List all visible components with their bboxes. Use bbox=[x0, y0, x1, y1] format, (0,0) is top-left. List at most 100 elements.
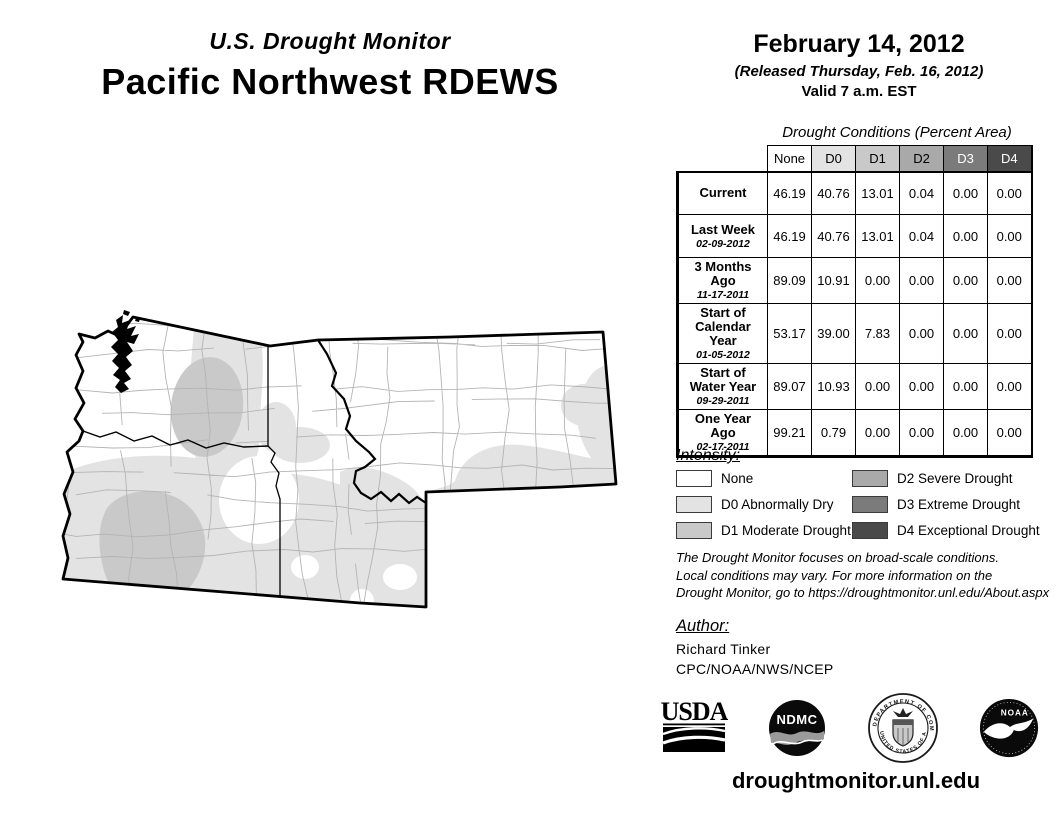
col-header-none: None bbox=[767, 145, 812, 172]
cell: 0.00 bbox=[855, 363, 900, 410]
row-header-current: Current bbox=[676, 170, 768, 215]
cell: 39.00 bbox=[811, 303, 856, 364]
usda-logo: USDA bbox=[661, 699, 728, 752]
cell: 0.00 bbox=[987, 303, 1033, 364]
cell: 99.21 bbox=[767, 409, 812, 458]
cell: 0.00 bbox=[855, 257, 900, 304]
cell: 0.00 bbox=[943, 170, 988, 215]
cell: 0.04 bbox=[899, 170, 944, 215]
cell: 0.00 bbox=[943, 363, 988, 410]
col-header-d3: D3 bbox=[943, 145, 988, 172]
row-header-last-week: Last Week 02-09-2012 bbox=[676, 214, 768, 258]
d2-swatch bbox=[852, 469, 888, 487]
cell: 40.76 bbox=[811, 214, 856, 258]
legend-item-none: None bbox=[676, 469, 753, 487]
region-outline bbox=[61, 315, 618, 609]
cell: 13.01 bbox=[855, 170, 900, 215]
cell: 10.91 bbox=[811, 257, 856, 304]
author-name: Richard Tinker bbox=[676, 641, 771, 657]
cell: 0.79 bbox=[811, 409, 856, 458]
col-header-d1: D1 bbox=[855, 145, 900, 172]
legend-title: Intensity: bbox=[676, 447, 741, 464]
cell: 0.00 bbox=[987, 409, 1033, 458]
pacific-northwest-map bbox=[61, 310, 618, 609]
cell: 89.07 bbox=[767, 363, 812, 410]
cell: 7.83 bbox=[855, 303, 900, 364]
doc-seal: DEPARTMENT OF COMMERCE UNITED STATES OF … bbox=[867, 692, 938, 763]
valid-time: Valid 7 a.m. EST bbox=[801, 83, 917, 100]
none-swatch bbox=[676, 469, 712, 487]
cell: 40.76 bbox=[811, 170, 856, 215]
legend-item-d3: D3 Extreme Drought bbox=[852, 495, 1020, 513]
col-header-d0: D0 bbox=[811, 145, 856, 172]
no-drought-pockets bbox=[219, 456, 417, 607]
legend-item-d1: D1 Moderate Drought bbox=[676, 521, 851, 539]
title-block: U.S. Drought Monitor Pacific Northwest R… bbox=[40, 28, 620, 103]
legend-item-d4: D4 Exceptional Drought bbox=[852, 521, 1040, 539]
cell: 0.04 bbox=[899, 214, 944, 258]
drought-conditions-table: None D0 D1 D2 D3 D4 Current 46.19 40.76 … bbox=[676, 145, 1033, 458]
cell: 0.00 bbox=[855, 409, 900, 458]
cell: 46.19 bbox=[767, 214, 812, 258]
cell: 13.01 bbox=[855, 214, 900, 258]
table-row: Start of Water Year 09-29-2011 89.07 10.… bbox=[676, 363, 1033, 410]
state-boundaries bbox=[82, 339, 427, 606]
cell: 89.09 bbox=[767, 257, 812, 304]
doc-eagle bbox=[892, 708, 913, 717]
cell: 0.00 bbox=[943, 303, 988, 364]
author-heading: Author: bbox=[676, 617, 730, 635]
col-header-d4: D4 bbox=[987, 145, 1033, 172]
agency-logos: USDA NDMC DEPARTMENT OF COMMERCE UNITED … bbox=[660, 692, 1040, 764]
cell: 0.00 bbox=[899, 257, 944, 304]
disclaimer-text: The Drought Monitor focuses on broad-sca… bbox=[676, 550, 1050, 600]
row-header-start-water-year: Start of Water Year 09-29-2011 bbox=[676, 363, 768, 410]
row-header-start-calendar-year: Start of Calendar Year 01-05-2012 bbox=[676, 303, 768, 364]
table-row: Start of Calendar Year 01-05-2012 53.17 … bbox=[676, 303, 1033, 364]
released-date: (Released Thursday, Feb. 16, 2012) bbox=[734, 63, 984, 80]
usda-wordmark: USDA bbox=[661, 699, 728, 726]
table-row: Last Week 02-09-2012 46.19 40.76 13.01 0… bbox=[676, 214, 1033, 258]
table-row: One Year Ago 02-17-2011 99.21 0.79 0.00 … bbox=[676, 409, 1033, 458]
d1-drought-areas bbox=[99, 357, 244, 607]
table-caption: Drought Conditions (Percent Area) bbox=[782, 124, 1012, 141]
cell: 0.00 bbox=[943, 257, 988, 304]
cell: 0.00 bbox=[943, 409, 988, 458]
table-header-row: None D0 D1 D2 D3 D4 bbox=[678, 145, 1033, 172]
page-title: Pacific Northwest RDEWS bbox=[101, 61, 559, 102]
cell: 0.00 bbox=[987, 170, 1033, 215]
cell: 0.00 bbox=[899, 303, 944, 364]
ndmc-wordmark: NDMC bbox=[777, 712, 818, 727]
ndmc-logo: NDMC bbox=[769, 700, 826, 756]
author-org: CPC/NOAA/NWS/NCEP bbox=[676, 661, 834, 677]
date-block: February 14, 2012 (Released Thursday, Fe… bbox=[688, 30, 1030, 100]
table-row: Current 46.19 40.76 13.01 0.04 0.00 0.00 bbox=[676, 170, 1033, 215]
cell: 0.00 bbox=[899, 363, 944, 410]
d0-swatch bbox=[676, 495, 712, 513]
site-url: droughtmonitor.unl.edu bbox=[731, 768, 981, 793]
row-header-3-months-ago: 3 Months Ago 11-17-2011 bbox=[676, 257, 768, 304]
cell: 0.00 bbox=[987, 214, 1033, 258]
d4-swatch bbox=[852, 521, 888, 539]
noaa-wordmark: NOAA bbox=[1001, 708, 1029, 717]
d1-swatch bbox=[676, 521, 712, 539]
cell: 0.00 bbox=[943, 214, 988, 258]
cell: 53.17 bbox=[767, 303, 812, 364]
table-row: 3 Months Ago 11-17-2011 89.09 10.91 0.00… bbox=[676, 257, 1033, 304]
cell: 0.00 bbox=[987, 257, 1033, 304]
noaa-logo: NOAA bbox=[979, 698, 1039, 758]
cell: 46.19 bbox=[767, 170, 812, 215]
drought-table-wrap: None D0 D1 D2 D3 D4 Current 46.19 40.76 … bbox=[676, 145, 1033, 458]
blank-corner-cell bbox=[678, 146, 768, 172]
row-header-one-year-ago: One Year Ago 02-17-2011 bbox=[676, 409, 768, 458]
cell: 10.93 bbox=[811, 363, 856, 410]
kicker-title: U.S. Drought Monitor bbox=[209, 28, 451, 54]
legend-item-d2: D2 Severe Drought bbox=[852, 469, 1013, 487]
cell: 0.00 bbox=[987, 363, 1033, 410]
cell: 0.00 bbox=[899, 409, 944, 458]
legend-item-d0: D0 Abnormally Dry bbox=[676, 495, 834, 513]
col-header-d2: D2 bbox=[899, 145, 944, 172]
noaa-bird bbox=[983, 718, 1034, 739]
map-date: February 14, 2012 bbox=[753, 30, 965, 58]
d3-swatch bbox=[852, 495, 888, 513]
